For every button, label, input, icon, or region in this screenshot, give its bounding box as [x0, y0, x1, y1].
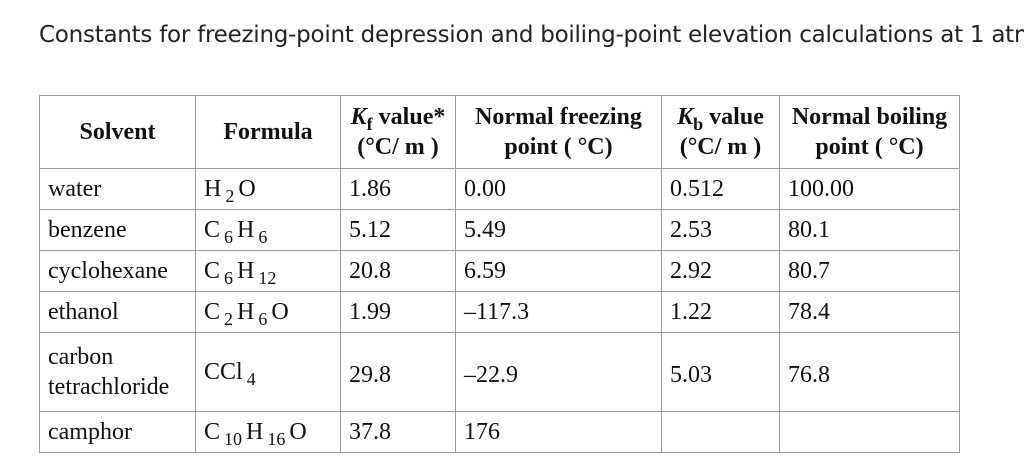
header-nbp-line2: point ( °C): [815, 134, 924, 160]
cell-normal-boiling: 78.4: [779, 291, 960, 333]
cell-kf: 1.99: [340, 291, 456, 333]
cell-normal-boiling: 80.1: [779, 209, 960, 251]
solvent-constants-table: Solvent Formula Kf value* (°C/ m ) Norma…: [39, 95, 960, 453]
header-kb-sub: b: [693, 114, 704, 134]
cell-normal-boiling: 100.00: [779, 168, 960, 210]
table-row: cyclohexane C 6 H 12 20.8 6.59 2.92 80.7: [39, 250, 960, 292]
formula-subscript: 6: [224, 268, 234, 288]
header-kb-rest: value: [703, 104, 764, 130]
formula-element: H: [204, 176, 222, 202]
header-kf-sub: f: [366, 114, 373, 134]
header-kb-unit: (°C/ m ): [679, 134, 762, 160]
formula-element: O: [238, 176, 256, 202]
header-normal-boiling: Normal boiling point ( °C): [779, 95, 960, 169]
formula-subscript: 6: [258, 309, 268, 329]
formula-subscript: 16: [267, 429, 286, 449]
cell-kb: [661, 411, 780, 453]
cell-formula: C 6 H 12: [195, 250, 341, 292]
formula-subscript: 6: [224, 227, 234, 247]
cell-kf: 20.8: [340, 250, 456, 292]
cell-formula: C 10 H 16 O: [195, 411, 341, 453]
header-normal-freezing: Normal freezing point ( °C): [455, 95, 662, 169]
formula-subscript: 12: [258, 268, 277, 288]
cell-kf: 37.8: [340, 411, 456, 453]
header-solvent: Solvent: [39, 95, 196, 169]
formula-subscript: 6: [258, 227, 268, 247]
cell-kb: 2.92: [661, 250, 780, 292]
cell-kb: 1.22: [661, 291, 780, 333]
cell-formula: CCl 4: [195, 332, 341, 412]
table-row: camphor C 10 H 16 O 37.8 176: [39, 411, 960, 453]
cell-kf: 5.12: [340, 209, 456, 251]
cell-normal-freezing: 0.00: [455, 168, 662, 210]
cell-kf: 29.8: [340, 332, 456, 412]
formula-element: H: [237, 299, 255, 325]
cell-solvent: ethanol: [39, 291, 196, 333]
header-nfp-line2: point ( °C): [504, 134, 613, 160]
cell-solvent: cyclohexane: [39, 250, 196, 292]
formula-element: C: [204, 299, 221, 325]
formula-element: CCl: [204, 359, 243, 385]
cell-normal-freezing: 5.49: [455, 209, 662, 251]
header-row: Solvent Formula Kf value* (°C/ m ) Norma…: [39, 95, 960, 169]
table-caption: Constants for freezing-point depression …: [39, 22, 1024, 48]
cell-normal-boiling: [779, 411, 960, 453]
header-kb-line1: Kb value: [670, 102, 771, 134]
header-kb: Kb value (°C/ m ): [661, 95, 780, 169]
formula-subscript: 2: [224, 309, 234, 329]
header-kf-unit: (°C/ m ): [357, 134, 439, 160]
cell-kf: 1.86: [340, 168, 456, 210]
header-kf-symbol: K: [350, 104, 367, 130]
header-kf-rest: value*: [372, 104, 446, 130]
formula-element: C: [204, 217, 221, 243]
formula-element: O: [271, 299, 289, 325]
cell-normal-freezing: –22.9: [455, 332, 662, 412]
cell-solvent: water: [39, 168, 196, 210]
cell-solvent: benzene: [39, 209, 196, 251]
cell-normal-boiling: 76.8: [779, 332, 960, 412]
header-kf: Kf value* (°C/ m ): [340, 95, 456, 169]
header-nfp-line1: Normal freezing: [475, 104, 642, 130]
formula-element: H: [237, 217, 255, 243]
header-nbp-line1: Normal boiling: [791, 104, 948, 130]
cell-solvent: camphor: [39, 411, 196, 453]
cell-normal-freezing: 6.59: [455, 250, 662, 292]
header-formula: Formula: [195, 95, 341, 169]
formula-subscript: 4: [246, 369, 256, 389]
formula-subscript: 2: [225, 186, 235, 206]
cell-normal-freezing: –117.3: [455, 291, 662, 333]
formula-element: C: [204, 258, 221, 284]
cell-kb: 5.03: [661, 332, 780, 412]
formula-subscript: 10: [224, 429, 243, 449]
header-kf-line1: Kf value*: [349, 102, 447, 134]
cell-normal-freezing: 176: [455, 411, 662, 453]
formula-element: H: [246, 419, 264, 445]
table-row: carbon tetrachloride CCl 4 29.8 –22.9 5.0…: [39, 332, 960, 412]
formula-element: O: [289, 419, 307, 445]
cell-kb: 0.512: [661, 168, 780, 210]
formula-element: C: [204, 419, 221, 445]
cell-normal-boiling: 80.7: [779, 250, 960, 292]
header-kb-symbol: K: [677, 104, 694, 130]
cell-solvent: carbon tetrachloride: [39, 332, 196, 412]
cell-kb: 2.53: [661, 209, 780, 251]
formula-element: H: [237, 258, 255, 284]
